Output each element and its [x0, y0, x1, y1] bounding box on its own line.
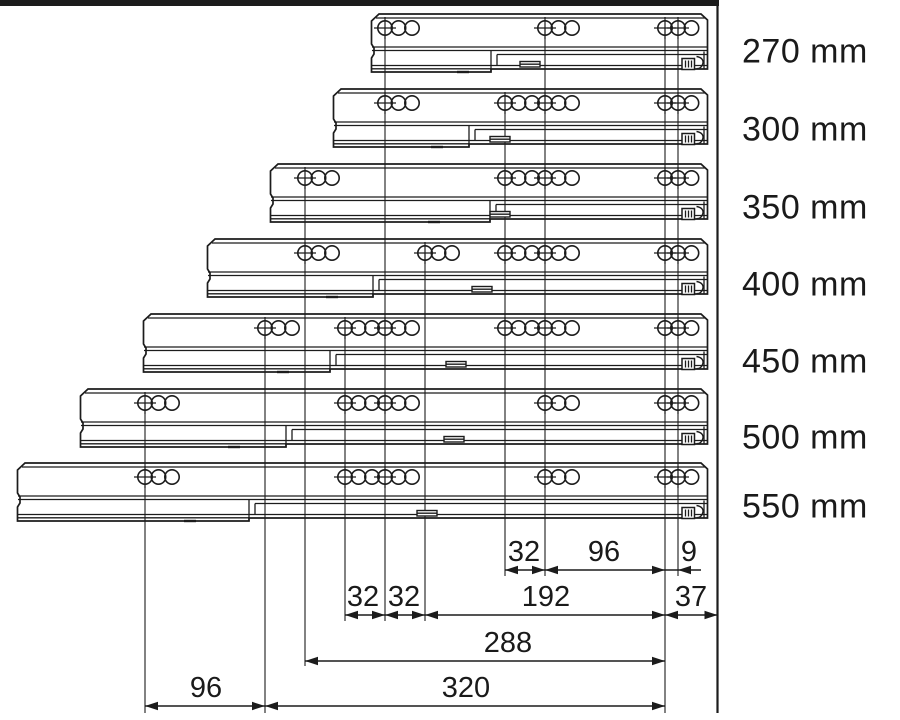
dimension-label: 32: [387, 581, 421, 613]
dimension-label: 32: [507, 536, 541, 568]
dimension-label: 320: [441, 672, 491, 704]
rail-length-label: 550 mm: [742, 487, 868, 526]
rail-length-label: 350 mm: [742, 188, 868, 227]
rail-length-label: 500 mm: [742, 418, 868, 457]
dimension-label: 192: [521, 581, 571, 613]
rail-length-label: 400 mm: [742, 265, 868, 304]
rail-length-label: 300 mm: [742, 110, 868, 149]
dimension-label: 96: [587, 536, 621, 568]
dimension-label: 96: [189, 672, 223, 704]
dimension-label: 9: [680, 536, 698, 568]
dimension-label: 37: [674, 581, 708, 613]
dimension-label: 288: [483, 627, 533, 659]
rail-length-label: 450 mm: [742, 342, 868, 381]
dimension-label: 32: [346, 581, 380, 613]
rail-length-label: 270 mm: [742, 32, 868, 71]
